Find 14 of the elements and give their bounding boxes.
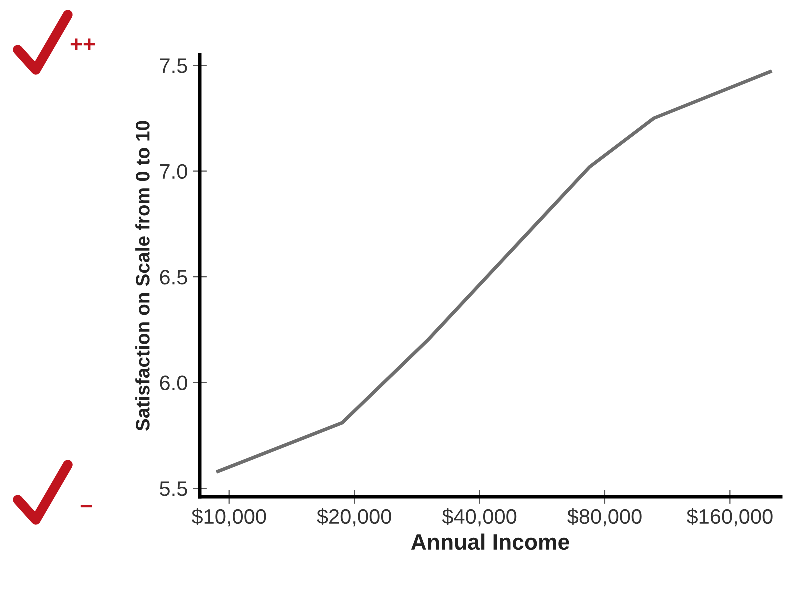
x-axis-title: Annual Income xyxy=(411,534,570,550)
x-tick-label: $20,000 xyxy=(317,508,392,527)
y-axis-title: Satisfaction on Scale from 0 to 10 xyxy=(136,121,150,432)
x-tick-label: $160,000 xyxy=(686,508,773,527)
x-tick-label: $80,000 xyxy=(568,508,642,527)
y-tick-label: 6.0 xyxy=(160,376,188,391)
y-tick-label: 7.5 xyxy=(160,58,188,74)
y-tick-label: 5.5 xyxy=(160,482,188,496)
y-tick-label: 7.0 xyxy=(160,164,188,180)
y-tick-label: 6.5 xyxy=(160,270,188,285)
text: − xyxy=(80,505,92,508)
x-tick-label: $10,000 xyxy=(192,508,266,527)
x-tick-label: $40,000 xyxy=(442,508,517,527)
text: ++ xyxy=(70,38,96,50)
